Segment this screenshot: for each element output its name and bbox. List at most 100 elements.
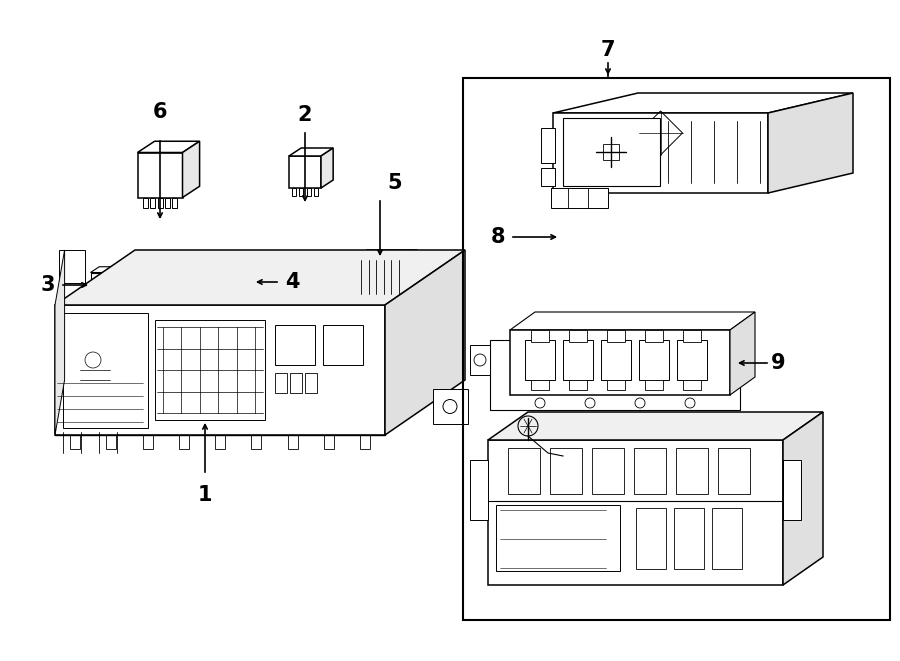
Bar — [287, 435, 298, 449]
Polygon shape — [783, 460, 801, 520]
Polygon shape — [55, 305, 385, 435]
Bar — [601, 340, 631, 380]
Bar — [639, 340, 669, 380]
Bar — [569, 330, 587, 342]
Bar — [70, 435, 80, 449]
Polygon shape — [55, 250, 65, 435]
Text: 9: 9 — [770, 353, 786, 373]
Text: 4: 4 — [284, 272, 299, 292]
Polygon shape — [490, 340, 740, 410]
Bar — [569, 380, 587, 390]
Polygon shape — [563, 118, 660, 186]
Bar — [158, 198, 163, 208]
Bar — [143, 198, 148, 208]
Bar — [592, 448, 624, 494]
Bar — [63, 313, 148, 428]
Bar — [496, 505, 620, 570]
Bar — [275, 325, 315, 365]
Bar — [179, 435, 189, 449]
Polygon shape — [183, 141, 200, 198]
Bar — [673, 508, 704, 569]
Bar — [531, 330, 549, 342]
Bar — [645, 380, 663, 390]
Polygon shape — [355, 258, 405, 296]
Bar — [102, 297, 104, 305]
Polygon shape — [355, 250, 417, 258]
Bar — [155, 320, 265, 420]
Bar — [314, 188, 318, 196]
Bar — [229, 300, 233, 308]
Bar — [305, 373, 317, 393]
Polygon shape — [783, 412, 823, 585]
Polygon shape — [289, 148, 333, 156]
Bar — [300, 188, 303, 196]
Bar — [683, 330, 701, 342]
Polygon shape — [551, 188, 608, 208]
Bar — [165, 198, 170, 208]
Polygon shape — [405, 250, 417, 296]
Polygon shape — [138, 141, 200, 153]
Bar — [541, 168, 555, 186]
Bar — [563, 340, 593, 380]
Bar — [676, 448, 708, 494]
Polygon shape — [768, 93, 853, 193]
Bar — [275, 373, 287, 393]
Bar — [607, 330, 625, 342]
Polygon shape — [91, 267, 124, 272]
Polygon shape — [385, 250, 465, 435]
Bar — [541, 128, 555, 163]
Polygon shape — [553, 93, 853, 113]
Polygon shape — [488, 440, 783, 585]
Text: 6: 6 — [153, 102, 167, 122]
Polygon shape — [510, 330, 730, 395]
Bar — [712, 508, 742, 569]
Polygon shape — [138, 153, 183, 198]
Bar — [323, 325, 363, 365]
Polygon shape — [91, 272, 115, 297]
Bar — [677, 340, 707, 380]
Polygon shape — [433, 389, 468, 424]
Bar — [220, 300, 224, 308]
Bar — [635, 508, 665, 569]
Bar — [525, 340, 555, 380]
Text: 7: 7 — [601, 40, 616, 60]
Polygon shape — [321, 148, 333, 188]
Bar — [290, 373, 302, 393]
Bar — [172, 198, 177, 208]
Bar — [634, 448, 666, 494]
Polygon shape — [217, 255, 266, 264]
Polygon shape — [470, 345, 490, 375]
Bar — [150, 198, 155, 208]
Polygon shape — [730, 312, 755, 395]
Bar — [531, 380, 549, 390]
Bar — [93, 297, 96, 305]
Polygon shape — [115, 267, 124, 297]
Text: 2: 2 — [298, 105, 312, 125]
Polygon shape — [55, 250, 465, 305]
Polygon shape — [289, 156, 321, 188]
Bar — [142, 435, 152, 449]
Bar — [251, 435, 261, 449]
Bar — [683, 380, 701, 390]
Bar — [110, 297, 113, 305]
Bar — [238, 300, 241, 308]
Bar — [550, 448, 582, 494]
Bar — [324, 435, 334, 449]
Text: 1: 1 — [198, 485, 212, 505]
Text: 3: 3 — [40, 275, 55, 295]
Bar — [307, 188, 310, 196]
Polygon shape — [553, 113, 768, 193]
Bar — [607, 380, 625, 390]
Polygon shape — [59, 250, 86, 283]
Polygon shape — [217, 264, 253, 300]
Bar — [508, 448, 540, 494]
Bar — [463, 78, 890, 620]
Polygon shape — [488, 412, 823, 440]
Bar — [246, 300, 250, 308]
Bar — [603, 144, 619, 160]
Bar — [215, 435, 225, 449]
Text: 8: 8 — [491, 227, 505, 247]
Bar — [645, 330, 663, 342]
Polygon shape — [470, 460, 488, 520]
Bar — [106, 435, 116, 449]
